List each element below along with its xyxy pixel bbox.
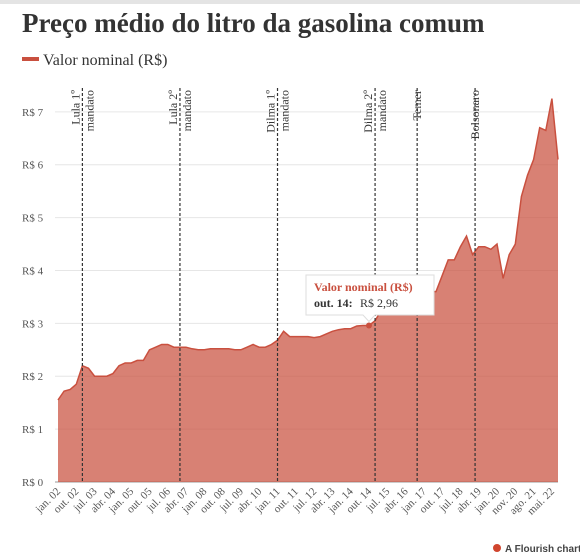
y-tick-label: R$ 7 — [22, 107, 44, 119]
top-bar — [0, 0, 580, 4]
line — [57, 98, 559, 401]
y-tick-label: R$ 1 — [22, 424, 43, 436]
tooltip-title: Valor nominal (R$) — [314, 280, 413, 294]
annotation-label: mandato — [375, 90, 389, 131]
y-tick-label: R$ 2 — [22, 371, 43, 383]
chart-title: Preço médio do litro da gasolina comum — [22, 8, 485, 38]
annotation-label: Bolsonaro — [468, 90, 482, 139]
tooltip-label: out. 14: — [314, 296, 353, 310]
y-tick-label: R$ 6 — [22, 160, 44, 172]
annotation-label: Lula 1º — [68, 90, 82, 125]
flourish-icon — [493, 544, 501, 552]
annotation-label: Dilma 1º — [264, 90, 278, 133]
footer[interactable]: A Flourish chart — [505, 544, 580, 555]
y-tick-label: R$ 5 — [22, 213, 44, 225]
annotation-label: mandato — [82, 90, 96, 131]
annotation-label: Temer — [410, 90, 424, 120]
y-tick-label: R$ 4 — [22, 265, 44, 277]
tooltip-box — [305, 274, 435, 323]
y-tick-label: R$ 3 — [22, 318, 44, 330]
area — [58, 98, 558, 482]
annotation-label: Dilma 2º — [361, 90, 375, 133]
annotation-label: mandato — [278, 90, 292, 131]
tooltip-point — [365, 322, 372, 329]
annotation-label: Lula 2º — [166, 90, 180, 125]
legend-label[interactable]: Valor nominal (R$) — [43, 52, 167, 69]
annotation-label: mandato — [180, 90, 194, 131]
y-tick-label: R$ 0 — [22, 477, 44, 489]
tooltip-value: R$ 2,96 — [360, 296, 398, 310]
